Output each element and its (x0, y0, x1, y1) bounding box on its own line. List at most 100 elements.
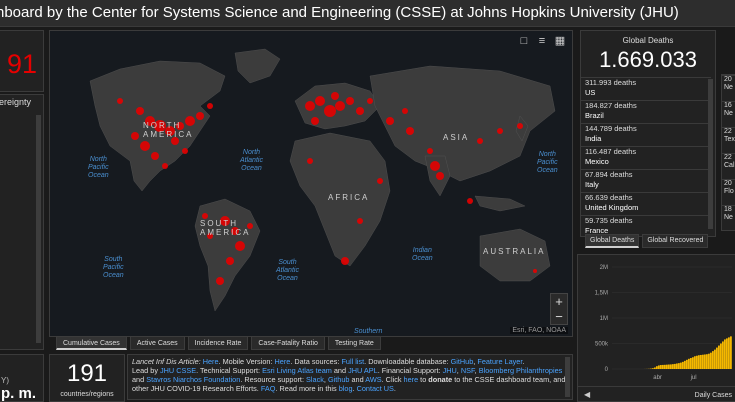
github-link[interactable]: GitHub (451, 357, 474, 366)
chart-bar (718, 346, 720, 369)
mobile-link[interactable]: Here (275, 357, 291, 366)
faq-link[interactable]: FAQ (261, 384, 276, 393)
tab-global-deaths[interactable]: Global Deaths (585, 234, 639, 248)
label-southern-ocean: Southern (354, 328, 382, 336)
world-map[interactable]: □ ≡ ▦ + − Esri, FAO, NOAA NORTH AMERICA … (49, 30, 573, 337)
global-deaths-total: 1.669.033 (581, 47, 715, 73)
chart-bar (658, 365, 660, 369)
cases-list-scrollbar[interactable] (36, 115, 41, 343)
info-scrollbar[interactable] (565, 357, 570, 397)
chart-bar (698, 355, 700, 369)
y-tick-label: 0 (605, 367, 609, 373)
chart-bar (672, 364, 674, 369)
chart-bar (654, 367, 656, 369)
lancet-link[interactable]: Here (203, 357, 219, 366)
chart-bar (674, 364, 676, 369)
chart-bar (684, 361, 686, 369)
chart-bar (714, 350, 716, 369)
chart-bar (724, 339, 726, 369)
label-asia: ASIA (443, 133, 469, 142)
countries-count-panel: 191 countries/regions (49, 354, 125, 402)
last-updated-label: Y) (1, 376, 9, 385)
info-line-3: and Stavros Niarchos Foundation. Resourc… (132, 375, 568, 384)
chart-bar (710, 353, 712, 369)
chart-bar (692, 357, 694, 369)
label-south-pacific: South Pacific Ocean (103, 256, 124, 280)
tab-testing-rate[interactable]: Testing Rate (328, 336, 381, 350)
chart-bar (660, 365, 662, 369)
countries-count: 191 (50, 360, 124, 388)
tab-active-cases[interactable]: Active Cases (130, 336, 185, 350)
jhu-apl-link[interactable]: JHU APL (348, 366, 378, 375)
label-north-pacific-right: North Pacific Ocean (537, 151, 558, 175)
nsf-link[interactable]: NSF (461, 366, 475, 375)
contact-link[interactable]: Contact US (357, 384, 394, 393)
slack-link[interactable]: Slack (306, 375, 324, 384)
y-tick-label: 2M (600, 265, 608, 271)
chart-bar (670, 364, 672, 369)
chart-prev-arrow-icon[interactable]: ◀ (584, 390, 590, 399)
blog-link[interactable]: blog (339, 384, 353, 393)
chart-title: Daily Cases (695, 392, 732, 399)
chart-bar (666, 365, 668, 369)
label-australia: AUSTRALIA (483, 247, 545, 256)
tab-global-recovered[interactable]: Global Recovered (642, 234, 708, 248)
jhu-link[interactable]: JHU (443, 366, 457, 375)
chart-bar (706, 354, 708, 369)
chart-bar (700, 355, 702, 369)
aws-link[interactable]: AWS (365, 375, 381, 384)
info-line-1: Lancet Inf Dis Article: Here. Mobile Ver… (132, 357, 568, 366)
chart-bar (656, 366, 658, 369)
y-tick-label: 1,5M (595, 291, 608, 297)
bloomberg-link[interactable]: Bloomberg Philanthropies (479, 366, 563, 375)
stavros-link[interactable]: Stavros Niarchos Foundation (146, 375, 240, 384)
chart-bar (676, 363, 678, 369)
chart-bar (726, 338, 728, 369)
tab-cumulative-cases[interactable]: Cumulative Cases (56, 336, 127, 350)
y-tick-label: 1M (600, 316, 608, 322)
zoom-in-button[interactable]: + (551, 294, 567, 309)
label-north-america: NORTH AMERICA (143, 121, 193, 139)
y-tick-label: 500k (595, 342, 609, 348)
chart-bar (686, 360, 688, 369)
list-icon[interactable]: ≡ (536, 35, 548, 47)
map-canvas[interactable] (50, 31, 572, 336)
tab-incidence-rate[interactable]: Incidence Rate (188, 336, 249, 350)
grid-icon[interactable]: ▦ (554, 35, 566, 47)
total-cases-value: 91 (7, 49, 37, 80)
click-here-link[interactable]: here (404, 375, 419, 384)
global-deaths-title: Global Deaths (581, 36, 715, 45)
jhu-csse-link[interactable]: JHU CSSE (160, 366, 196, 375)
data-sources-link[interactable]: Full list (341, 357, 364, 366)
zoom-out-button[interactable]: − (551, 309, 567, 324)
chart-bar (688, 359, 690, 369)
chart-footer: ◀ Daily Cases (578, 386, 735, 401)
last-updated-panel: Y) p. m. (0, 354, 44, 402)
tab-case-fatality-ratio[interactable]: Case-Fatality Ratio (251, 336, 325, 350)
chart-bar (678, 363, 680, 369)
deaths-scrollbar[interactable] (708, 79, 713, 229)
esri-link[interactable]: Esri Living Atlas team (262, 366, 332, 375)
bookmark-icon[interactable]: □ (518, 35, 530, 47)
label-south-america: SOUTH AMERICA (200, 219, 250, 237)
last-updated-time: p. m. (1, 385, 36, 402)
feature-layer-link[interactable]: Feature Layer (477, 357, 522, 366)
chart-bar (680, 363, 682, 369)
github-support-link[interactable]: Github (328, 375, 350, 384)
chart-bar (662, 365, 664, 369)
